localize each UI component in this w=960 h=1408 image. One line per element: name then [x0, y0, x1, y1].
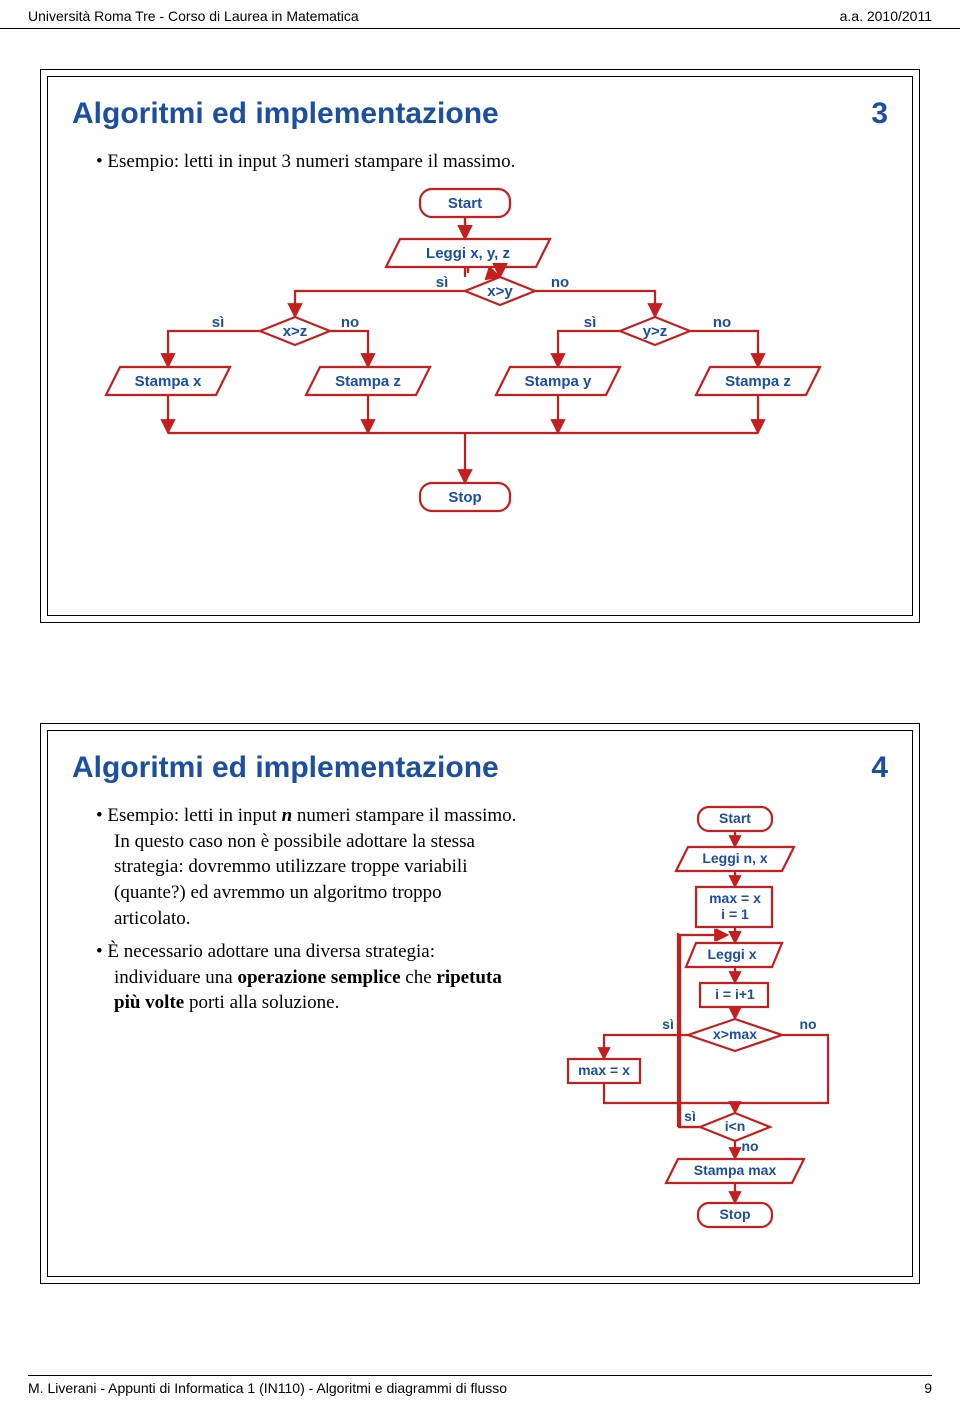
fc2-outmax: Stampa max — [694, 1162, 777, 1178]
fc1-si2: sì — [212, 314, 225, 331]
fc1-si1: sì — [436, 274, 449, 291]
fc1-outy: Stampa y — [525, 373, 592, 390]
fc2-no2: no — [741, 1138, 758, 1154]
fc2-init2: i = 1 — [721, 906, 749, 922]
slide-2: Algoritmi ed implementazione 4 Esempio: … — [47, 730, 913, 1277]
fc1-stop: Stop — [448, 489, 481, 506]
slide-1-title: Algoritmi ed implementazione — [72, 97, 499, 131]
slide-2-body: Esempio: letti in input n numeri stampar… — [72, 803, 888, 1248]
fc1-si3: sì — [584, 314, 597, 331]
slide-1-outer: Algoritmi ed implementazione 3 Esempio: … — [40, 69, 920, 623]
slide-1-number: 3 — [871, 97, 888, 131]
slide-2-outer: Algoritmi ed implementazione 4 Esempio: … — [40, 723, 920, 1284]
fc2-si2: sì — [684, 1108, 696, 1124]
fc1-outx: Stampa x — [135, 373, 202, 390]
page-header: Università Roma Tre - Corso di Laurea in… — [0, 0, 960, 29]
slide-2-bullet1: Esempio: letti in input n numeri stampar… — [72, 803, 518, 931]
fc2-si1: sì — [662, 1016, 674, 1032]
content: Algoritmi ed implementazione 3 Esempio: … — [0, 69, 960, 1284]
fc2-inc: i = i+1 — [715, 986, 755, 1002]
fc1-dxz: x>z — [283, 323, 308, 340]
fc2-no1: no — [799, 1016, 816, 1032]
fc2-start: Start — [719, 810, 751, 826]
slide-1-title-row: Algoritmi ed implementazione 3 — [72, 97, 888, 131]
fc2-stop: Stop — [719, 1206, 750, 1222]
fc1-outz1: Stampa z — [335, 373, 401, 390]
slide-2-text: Esempio: letti in input n numeri stampar… — [72, 803, 518, 1248]
flowchart-2: Start Leggi n, x max = x i = 1 Leggi x i… — [528, 803, 878, 1243]
fc2-din: i<n — [725, 1118, 746, 1134]
fc1-no1: no — [551, 274, 569, 291]
footer-left: M. Liverani - Appunti di Informatica 1 (… — [28, 1380, 507, 1396]
fc1-outz2: Stampa z — [725, 373, 791, 390]
footer-right: 9 — [924, 1380, 932, 1396]
slide-1: Algoritmi ed implementazione 3 Esempio: … — [47, 76, 913, 616]
slide-2-number: 4 — [871, 751, 888, 785]
fc2-dxmax: x>max — [713, 1026, 757, 1042]
fc2-readx: Leggi x — [707, 946, 756, 962]
header-left: Università Roma Tre - Corso di Laurea in… — [28, 8, 359, 24]
slide-1-bullet: Esempio: letti in input 3 numeri stampar… — [72, 149, 888, 175]
slide-2-chart: Start Leggi n, x max = x i = 1 Leggi x i… — [528, 803, 888, 1248]
page-footer: M. Liverani - Appunti di Informatica 1 (… — [28, 1375, 932, 1396]
slide-2-bullet2: È necessario adottare una diversa strate… — [72, 939, 518, 1016]
fc1-read: Leggi x, y, z — [426, 245, 510, 262]
fc1-no3: no — [713, 314, 731, 331]
slide-2-title: Algoritmi ed implementazione — [72, 751, 499, 785]
fc1-dyz: y>z — [643, 323, 668, 340]
fc1-dxy: x>y — [487, 283, 513, 300]
header-right: a.a. 2010/2011 — [840, 8, 932, 24]
fc2-setmax: max = x — [578, 1062, 630, 1078]
flowchart-1: Start Leggi x, y, z x>y x>z y>z Stampa x… — [90, 183, 870, 533]
fc1-no2: no — [341, 314, 359, 331]
fc2-readnx: Leggi n, x — [702, 850, 768, 866]
fc1-start: Start — [448, 195, 482, 212]
fc2-init1: max = x — [709, 890, 761, 906]
slide-2-title-row: Algoritmi ed implementazione 4 — [72, 751, 888, 785]
